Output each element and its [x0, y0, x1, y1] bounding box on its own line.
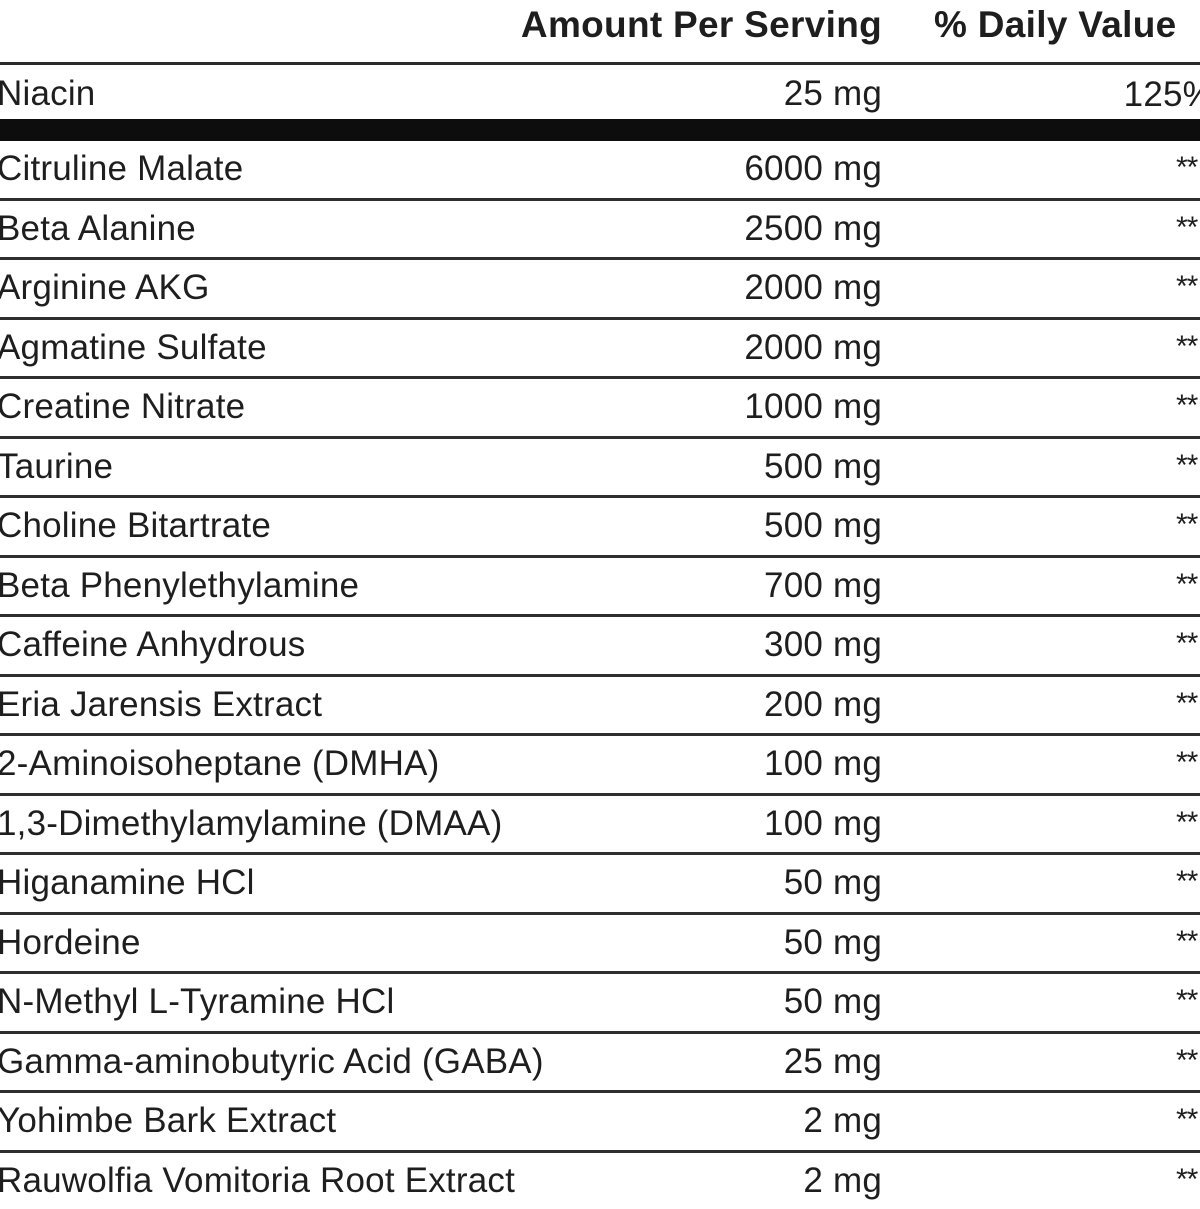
- ingredient-name: Gamma-aminobutyric Acid (GABA): [0, 1042, 544, 1082]
- table-header: Amount Per Serving % Daily Value: [0, 0, 1200, 65]
- ingredient-daily-value: **: [1176, 449, 1197, 483]
- ingredient-amount: 50 mg: [784, 863, 882, 903]
- ingredient-name: Arginine AKG: [0, 268, 210, 308]
- ingredient-name: 2-Aminoisoheptane (DMHA): [0, 744, 439, 784]
- ingredient-list: Citruline Malate 6000 mg ** Beta Alanine…: [0, 141, 1200, 1209]
- ingredient-name: Agmatine Sulfate: [0, 328, 267, 368]
- table-row: Hordeine 50 mg **: [0, 915, 1200, 975]
- ingredient-amount: 100 mg: [764, 744, 882, 784]
- daily-value-heading: % Daily Value: [934, 4, 1176, 46]
- ingredient-daily-value: **: [1176, 1044, 1197, 1078]
- ingredient-daily-value: **: [1176, 389, 1197, 423]
- table-row: Eria Jarensis Extract 200 mg **: [0, 677, 1200, 737]
- ingredient-daily-value: **: [1176, 270, 1197, 304]
- ingredient-daily-value: **: [1176, 508, 1197, 542]
- table-row: Choline Bitartrate 500 mg **: [0, 498, 1200, 558]
- section-divider: [0, 119, 1200, 141]
- ingredient-name: Beta Alanine: [0, 209, 196, 249]
- ingredient-amount: 700 mg: [764, 566, 882, 606]
- ingredient-daily-value: **: [1176, 330, 1197, 364]
- table-row: Yohimbe Bark Extract 2 mg **: [0, 1093, 1200, 1153]
- ingredient-daily-value: **: [1176, 984, 1197, 1018]
- ingredient-daily-value: **: [1176, 151, 1197, 185]
- ingredient-name: Creatine Nitrate: [0, 387, 245, 427]
- ingredient-name: Choline Bitartrate: [0, 506, 271, 546]
- ingredient-daily-value: **: [1176, 627, 1197, 661]
- ingredient-daily-value: **: [1176, 568, 1197, 602]
- ingredient-name: Eria Jarensis Extract: [0, 685, 322, 725]
- table-row: Beta Phenylethylamine 700 mg **: [0, 558, 1200, 618]
- table-row: Taurine 500 mg **: [0, 439, 1200, 499]
- table-row: Higanamine HCl 50 mg **: [0, 855, 1200, 915]
- ingredient-amount: 25 mg: [784, 1042, 882, 1082]
- table-row: Creatine Nitrate 1000 mg **: [0, 379, 1200, 439]
- ingredient-amount: 50 mg: [784, 923, 882, 963]
- table-row-niacin: Niacin 25 mg 125%: [0, 65, 1200, 119]
- ingredient-name: 1,3-Dimethylamylamine (DMAA): [0, 804, 502, 844]
- ingredient-amount: 6000 mg: [744, 149, 882, 189]
- ingredient-amount: 200 mg: [764, 685, 882, 725]
- ingredient-name: Taurine: [0, 447, 113, 487]
- ingredient-amount: 300 mg: [764, 625, 882, 665]
- ingredient-daily-value: **: [1176, 1163, 1197, 1197]
- ingredient-name: Rauwolfia Vomitoria Root Extract: [0, 1161, 515, 1201]
- ingredient-name: Yohimbe Bark Extract: [0, 1101, 336, 1141]
- ingredient-daily-value: **: [1176, 746, 1197, 780]
- ingredient-amount: 2 mg: [803, 1101, 882, 1141]
- ingredient-name: Hordeine: [0, 923, 141, 963]
- ingredient-amount: 2 mg: [803, 1161, 882, 1201]
- ingredient-name: Citruline Malate: [0, 149, 243, 189]
- ingredient-amount: 100 mg: [764, 804, 882, 844]
- ingredient-name: Caffeine Anhydrous: [0, 625, 305, 665]
- ingredient-amount: 2500 mg: [744, 209, 882, 249]
- ingredient-daily-value: **: [1176, 865, 1197, 899]
- ingredient-name: Higanamine HCl: [0, 863, 255, 903]
- table-row: Gamma-aminobutyric Acid (GABA) 25 mg **: [0, 1034, 1200, 1094]
- ingredient-daily-value: **: [1176, 925, 1197, 959]
- table-row: N-Methyl L-Tyramine HCl 50 mg **: [0, 974, 1200, 1034]
- table-row: Arginine AKG 2000 mg **: [0, 260, 1200, 320]
- ingredient-amount: 2000 mg: [744, 328, 882, 368]
- ingredient-name: Beta Phenylethylamine: [0, 566, 359, 606]
- table-row: Beta Alanine 2500 mg **: [0, 201, 1200, 261]
- ingredient-name: N-Methyl L-Tyramine HCl: [0, 982, 394, 1022]
- ingredient-daily-value: **: [1176, 687, 1197, 721]
- table-row: Rauwolfia Vomitoria Root Extract 2 mg **: [0, 1153, 1200, 1209]
- amount-per-serving-heading: Amount Per Serving: [521, 4, 882, 46]
- table-row: 1,3-Dimethylamylamine (DMAA) 100 mg **: [0, 796, 1200, 856]
- ingredient-amount: 500 mg: [764, 506, 882, 546]
- ingredient-amount: 25 mg: [784, 74, 882, 114]
- table-row: Agmatine Sulfate 2000 mg **: [0, 320, 1200, 380]
- ingredient-name: Niacin: [0, 74, 95, 114]
- table-row: Citruline Malate 6000 mg **: [0, 141, 1200, 201]
- ingredient-amount: 500 mg: [764, 447, 882, 487]
- ingredient-amount: 2000 mg: [744, 268, 882, 308]
- ingredient-daily-value: **: [1176, 211, 1197, 245]
- ingredient-amount: 1000 mg: [744, 387, 882, 427]
- ingredient-daily-value: **: [1176, 1103, 1197, 1137]
- ingredient-daily-value: **: [1176, 806, 1197, 840]
- ingredient-amount: 50 mg: [784, 982, 882, 1022]
- table-row: Caffeine Anhydrous 300 mg **: [0, 617, 1200, 677]
- table-row: 2-Aminoisoheptane (DMHA) 100 mg **: [0, 736, 1200, 796]
- ingredient-daily-value: 125%: [1124, 75, 1200, 115]
